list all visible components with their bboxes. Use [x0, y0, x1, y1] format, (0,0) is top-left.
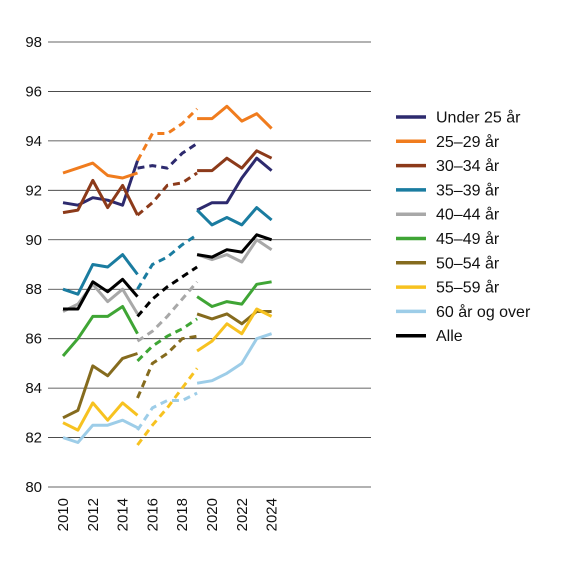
x-axis-ticks: 2010 2012 2014 2016 2018 2020 2022 2024	[55, 498, 281, 531]
series-line-9-solid-2	[196, 233, 273, 259]
series-line-7-dashed-1	[136, 367, 199, 446]
series-line-9-solid-0	[63, 277, 139, 311]
series-lines	[61, 104, 273, 446]
y-tick-label: 94	[25, 133, 42, 150]
series-line-8-dashed-1	[136, 391, 198, 431]
y-tick-label: 92	[25, 182, 42, 199]
legend-label: Alle	[436, 328, 463, 345]
series-line-2-dashed-1	[136, 171, 198, 217]
series-line-3-dashed-1	[136, 233, 198, 290]
x-tick-label: 2012	[85, 498, 102, 531]
series-line-1-dashed-1	[136, 107, 199, 162]
x-tick-label: 2010	[55, 498, 72, 531]
y-tick-label: 90	[25, 232, 42, 249]
legend-label: 40–44 år	[436, 206, 500, 224]
series-line-0-solid-2	[196, 156, 273, 212]
series-line-6-dashed-1	[136, 334, 198, 399]
series-line-1-solid-2	[197, 104, 273, 130]
y-tick-label: 88	[25, 281, 42, 298]
series-line-7-solid-2	[196, 307, 273, 353]
legend-label: 50–54 år	[436, 254, 500, 272]
legend-label: 45–49 år	[436, 230, 500, 248]
legend-label: 35–39 år	[436, 181, 500, 199]
legend-label: 30–34 år	[436, 157, 500, 175]
gridlines	[48, 41, 371, 488]
series-line-8-solid-2	[196, 332, 273, 385]
y-tick-label: 82	[25, 430, 42, 447]
series-line-6-solid-2	[196, 310, 272, 326]
series-line-0-dashed-1	[137, 142, 198, 170]
series-line-4-solid-0	[62, 282, 139, 315]
legend-label: 25–29 år	[436, 133, 500, 151]
legend-label: Under 25 år	[436, 109, 521, 127]
x-tick-label: 2016	[144, 498, 161, 531]
series-line-4-solid-2	[196, 238, 273, 264]
legend-label: 55–59 år	[436, 279, 500, 297]
series-line-3-solid-2	[196, 206, 273, 227]
x-tick-label: 2018	[174, 498, 191, 531]
x-tick-label: 2014	[115, 498, 132, 531]
x-tick-label: 2022	[234, 498, 251, 531]
series-line-9-dashed-1	[136, 265, 198, 318]
series-line-8-solid-0	[62, 418, 139, 444]
legend: Under 25 år 25–29 år 30–34 år 35–39 år 40–44…	[396, 109, 531, 345]
series-line-4-dashed-1	[136, 280, 199, 343]
y-tick-label: 96	[25, 83, 42, 100]
series-line-5-solid-2	[196, 280, 272, 308]
series-line-2-solid-2	[197, 149, 273, 173]
series-line-2-solid-0	[62, 178, 139, 216]
y-tick-label: 80	[25, 479, 42, 496]
series-line-3-solid-0	[62, 253, 139, 296]
x-tick-label: 2024	[264, 498, 281, 531]
y-tick-label: 86	[25, 331, 42, 348]
y-tick-label: 98	[25, 34, 42, 51]
y-tick-label: 84	[25, 380, 42, 397]
legend-label: 60 år og over	[436, 303, 531, 321]
x-tick-label: 2020	[204, 498, 221, 531]
series-line-6-solid-0	[62, 352, 138, 420]
series-line-0-solid-0	[62, 160, 139, 207]
series-line-5-dashed-1	[136, 317, 198, 362]
series-line-7-solid-0	[62, 401, 139, 432]
series-line-5-solid-0	[61, 305, 139, 357]
series-line-1-solid-0	[62, 161, 138, 180]
y-axis-ticks: 80 82 84 86 88 90 92 94 96 98	[25, 34, 42, 496]
